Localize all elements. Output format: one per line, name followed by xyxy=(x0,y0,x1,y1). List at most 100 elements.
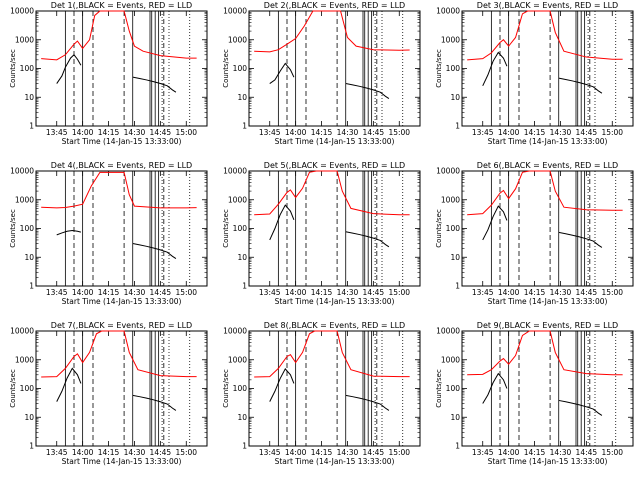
events-series-line-late xyxy=(132,394,177,411)
panel-title: Det 9(,BLACK = Events, RED = LLD xyxy=(477,321,618,330)
y-tick-label: 10000 xyxy=(436,7,460,16)
x-tick-label: 15:00 xyxy=(388,448,410,457)
y-tick-label: 1 xyxy=(242,282,247,291)
x-tick-label: 14:45 xyxy=(576,448,598,457)
y-tick-label: 100 xyxy=(446,224,461,233)
x-tick-label: 14:15 xyxy=(311,288,333,297)
lld-series-line xyxy=(41,330,197,378)
x-tick-label: 14:15 xyxy=(98,128,120,137)
x-tick-label: 14:30 xyxy=(124,128,146,137)
y-tick-label: 1000 xyxy=(228,355,247,364)
panel-title: Det 7(,BLACK = Events, RED = LLD xyxy=(51,321,192,330)
x-tick-label: 15:00 xyxy=(388,128,410,137)
y-tick-label: 1 xyxy=(455,122,460,131)
events-series-line xyxy=(482,51,508,87)
x-tick-label: 14:45 xyxy=(363,448,385,457)
panel-det-5: Det 5(,BLACK = Events, RED = LLD 1 10 100 10… xyxy=(222,161,421,306)
y-tick-label: 10 xyxy=(237,93,247,102)
y-tick-label: 1000 xyxy=(441,195,460,204)
events-series-line-late xyxy=(558,399,603,416)
x-tick-label: 14:00 xyxy=(498,128,520,137)
lld-series-line xyxy=(467,10,623,61)
y-tick-label: 1 xyxy=(455,282,460,291)
panel-det-2: Det 2(,BLACK = Events, RED = LLD 1 10 100 10… xyxy=(222,1,421,146)
x-axis-label: Start Time (14-Jan-15 13:33:00) xyxy=(62,457,182,466)
panel-det-1: Det 1(,BLACK = Events, RED = LLD 1 10 100 10… xyxy=(9,1,208,146)
y-tick-label: 100 xyxy=(20,64,35,73)
x-tick-label: 14:00 xyxy=(498,448,520,457)
plot-frame xyxy=(461,170,634,287)
x-axis-label: Start Time (14-Jan-15 13:33:00) xyxy=(275,137,395,146)
plot-frame xyxy=(248,330,421,447)
events-series-line xyxy=(482,205,508,241)
x-tick-label: 14:45 xyxy=(363,288,385,297)
x-tick-label: 14:00 xyxy=(498,288,520,297)
plot-frame xyxy=(35,10,208,127)
y-tick-label: 10 xyxy=(24,93,34,102)
x-tick-label: 15:00 xyxy=(175,128,197,137)
panel-det-3: Det 3(,BLACK = Events, RED = LLD 1 10 100 10… xyxy=(435,1,634,146)
y-tick-label: 100 xyxy=(233,384,248,393)
x-tick-label: 15:00 xyxy=(601,128,623,137)
y-tick-label: 10000 xyxy=(223,327,247,336)
y-axis-label: Counts/sec xyxy=(222,49,230,88)
panel-det-6: Det 6(,BLACK = Events, RED = LLD 1 10 100 10… xyxy=(435,161,634,306)
plot-frame xyxy=(248,10,421,127)
events-series-line-late xyxy=(132,243,177,259)
x-axis-label: Start Time (14-Jan-15 13:33:00) xyxy=(275,457,395,466)
plot-frame xyxy=(35,330,208,447)
y-axis-label: Counts/sec xyxy=(9,369,17,408)
panel-title: Det 1(,BLACK = Events, RED = LLD xyxy=(51,1,192,10)
x-tick-label: 13:45 xyxy=(259,288,281,297)
events-series-line xyxy=(269,62,295,84)
x-tick-label: 14:30 xyxy=(337,448,359,457)
x-tick-label: 13:45 xyxy=(259,448,281,457)
x-tick-label: 14:00 xyxy=(285,128,307,137)
y-tick-label: 1000 xyxy=(15,35,34,44)
events-series-line xyxy=(56,54,82,84)
x-tick-label: 14:00 xyxy=(285,448,307,457)
events-series-line xyxy=(269,368,295,402)
x-tick-label: 15:00 xyxy=(388,288,410,297)
y-axis-label: Counts/sec xyxy=(435,369,443,408)
panel-det-7: Det 7(,BLACK = Events, RED = LLD 1 10 100 10… xyxy=(9,321,208,466)
x-axis-label: Start Time (14-Jan-15 13:33:00) xyxy=(62,137,182,146)
y-tick-label: 100 xyxy=(233,224,248,233)
x-tick-label: 14:15 xyxy=(311,448,333,457)
lld-series-line xyxy=(41,10,197,61)
x-tick-label: 15:00 xyxy=(175,448,197,457)
y-axis-label: Counts/sec xyxy=(435,49,443,88)
x-tick-label: 14:15 xyxy=(98,448,120,457)
x-tick-label: 14:00 xyxy=(72,128,94,137)
panel-title: Det 4(,BLACK = Events, RED = LLD xyxy=(51,161,192,170)
panel-det-8: Det 8(,BLACK = Events, RED = LLD 1 10 100 10… xyxy=(222,321,421,466)
y-tick-label: 100 xyxy=(20,224,35,233)
y-tick-label: 10000 xyxy=(223,7,247,16)
y-tick-label: 10 xyxy=(450,93,460,102)
y-tick-label: 10 xyxy=(24,253,34,262)
x-tick-label: 14:00 xyxy=(72,288,94,297)
y-tick-label: 100 xyxy=(446,384,461,393)
x-tick-label: 15:00 xyxy=(175,288,197,297)
y-tick-label: 10000 xyxy=(10,7,34,16)
events-series-line-late xyxy=(132,76,177,93)
y-tick-label: 10000 xyxy=(10,327,34,336)
x-tick-label: 13:45 xyxy=(46,288,68,297)
y-tick-label: 1 xyxy=(455,442,460,451)
x-axis-label: Start Time (14-Jan-15 13:33:00) xyxy=(62,297,182,306)
y-tick-label: 10 xyxy=(237,253,247,262)
y-tick-label: 1 xyxy=(242,442,247,451)
y-axis-label: Counts/sec xyxy=(435,209,443,248)
x-tick-label: 14:30 xyxy=(337,128,359,137)
y-tick-label: 1 xyxy=(29,122,34,131)
x-tick-label: 14:15 xyxy=(524,288,546,297)
plot-frame xyxy=(461,10,634,127)
x-tick-label: 14:30 xyxy=(124,288,146,297)
y-axis-label: Counts/sec xyxy=(222,209,230,248)
x-tick-label: 13:45 xyxy=(46,448,68,457)
events-series-line-late xyxy=(558,231,603,248)
y-tick-label: 1 xyxy=(29,442,34,451)
panel-det-9: Det 9(,BLACK = Events, RED = LLD 1 10 100 10… xyxy=(435,321,634,466)
y-axis-label: Counts/sec xyxy=(9,209,17,248)
